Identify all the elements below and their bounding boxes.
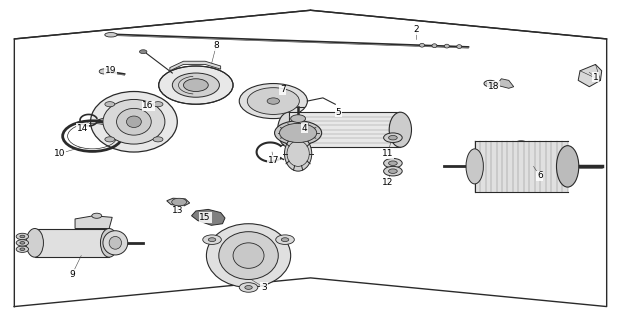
Ellipse shape bbox=[279, 123, 317, 142]
Ellipse shape bbox=[208, 238, 215, 242]
Ellipse shape bbox=[247, 88, 299, 115]
Ellipse shape bbox=[432, 44, 437, 48]
Ellipse shape bbox=[105, 102, 115, 107]
Ellipse shape bbox=[206, 224, 291, 287]
Ellipse shape bbox=[26, 228, 43, 257]
Ellipse shape bbox=[466, 149, 483, 184]
Ellipse shape bbox=[101, 228, 118, 257]
Ellipse shape bbox=[183, 79, 208, 92]
Ellipse shape bbox=[389, 169, 397, 173]
Polygon shape bbox=[35, 228, 109, 257]
Ellipse shape bbox=[502, 141, 540, 192]
Ellipse shape bbox=[389, 112, 412, 147]
Ellipse shape bbox=[103, 100, 165, 144]
Ellipse shape bbox=[259, 107, 269, 112]
Ellipse shape bbox=[233, 243, 264, 268]
Text: 11: 11 bbox=[382, 149, 394, 158]
Ellipse shape bbox=[245, 285, 252, 289]
Ellipse shape bbox=[487, 82, 493, 85]
Ellipse shape bbox=[159, 66, 233, 104]
Text: 15: 15 bbox=[199, 213, 211, 222]
Ellipse shape bbox=[140, 50, 147, 53]
Ellipse shape bbox=[153, 137, 163, 142]
Ellipse shape bbox=[274, 121, 322, 145]
Ellipse shape bbox=[278, 112, 300, 147]
Ellipse shape bbox=[172, 198, 186, 206]
Ellipse shape bbox=[276, 235, 294, 244]
Ellipse shape bbox=[420, 43, 425, 47]
Ellipse shape bbox=[556, 146, 579, 187]
Text: 17: 17 bbox=[268, 156, 279, 164]
Ellipse shape bbox=[91, 92, 177, 152]
Ellipse shape bbox=[117, 108, 152, 135]
Polygon shape bbox=[496, 79, 514, 88]
Text: 14: 14 bbox=[77, 124, 88, 132]
Text: 3: 3 bbox=[261, 283, 267, 292]
Ellipse shape bbox=[20, 248, 25, 251]
Polygon shape bbox=[191, 209, 225, 225]
Text: 13: 13 bbox=[171, 206, 183, 215]
Text: 2: 2 bbox=[413, 25, 419, 34]
Ellipse shape bbox=[202, 235, 221, 244]
Ellipse shape bbox=[281, 238, 289, 242]
Ellipse shape bbox=[484, 80, 496, 87]
Ellipse shape bbox=[105, 137, 115, 142]
Text: 9: 9 bbox=[69, 270, 75, 279]
Text: 19: 19 bbox=[104, 66, 116, 75]
Ellipse shape bbox=[20, 242, 25, 244]
Ellipse shape bbox=[384, 158, 402, 168]
Text: 16: 16 bbox=[142, 101, 154, 110]
Ellipse shape bbox=[389, 161, 397, 165]
Ellipse shape bbox=[284, 136, 312, 171]
Text: 6: 6 bbox=[537, 172, 543, 180]
Text: 8: 8 bbox=[214, 41, 219, 50]
Text: 7: 7 bbox=[279, 85, 286, 94]
Polygon shape bbox=[167, 198, 189, 206]
Ellipse shape bbox=[153, 102, 163, 107]
Polygon shape bbox=[170, 61, 220, 71]
Ellipse shape bbox=[389, 135, 397, 140]
Ellipse shape bbox=[103, 231, 128, 255]
Polygon shape bbox=[474, 141, 568, 192]
Ellipse shape bbox=[99, 69, 109, 74]
Ellipse shape bbox=[16, 246, 29, 252]
Ellipse shape bbox=[445, 44, 449, 48]
Ellipse shape bbox=[109, 236, 122, 249]
Text: 1: 1 bbox=[592, 73, 599, 82]
Ellipse shape bbox=[172, 73, 219, 97]
Ellipse shape bbox=[16, 240, 29, 246]
Ellipse shape bbox=[105, 33, 117, 37]
Ellipse shape bbox=[219, 232, 278, 279]
Ellipse shape bbox=[20, 235, 25, 238]
Text: 18: 18 bbox=[487, 82, 499, 91]
Ellipse shape bbox=[127, 116, 142, 127]
Text: 4: 4 bbox=[301, 124, 307, 132]
Ellipse shape bbox=[239, 84, 307, 119]
Polygon shape bbox=[578, 64, 602, 87]
Ellipse shape bbox=[16, 233, 29, 240]
Ellipse shape bbox=[291, 115, 306, 123]
Text: 5: 5 bbox=[335, 108, 342, 117]
Text: 10: 10 bbox=[54, 149, 65, 158]
Ellipse shape bbox=[384, 166, 402, 176]
Polygon shape bbox=[75, 216, 112, 228]
Ellipse shape bbox=[92, 213, 102, 218]
Ellipse shape bbox=[384, 133, 402, 142]
Text: 12: 12 bbox=[383, 178, 394, 187]
Ellipse shape bbox=[456, 45, 461, 48]
Ellipse shape bbox=[267, 98, 279, 104]
Ellipse shape bbox=[239, 283, 258, 292]
Polygon shape bbox=[289, 112, 401, 147]
